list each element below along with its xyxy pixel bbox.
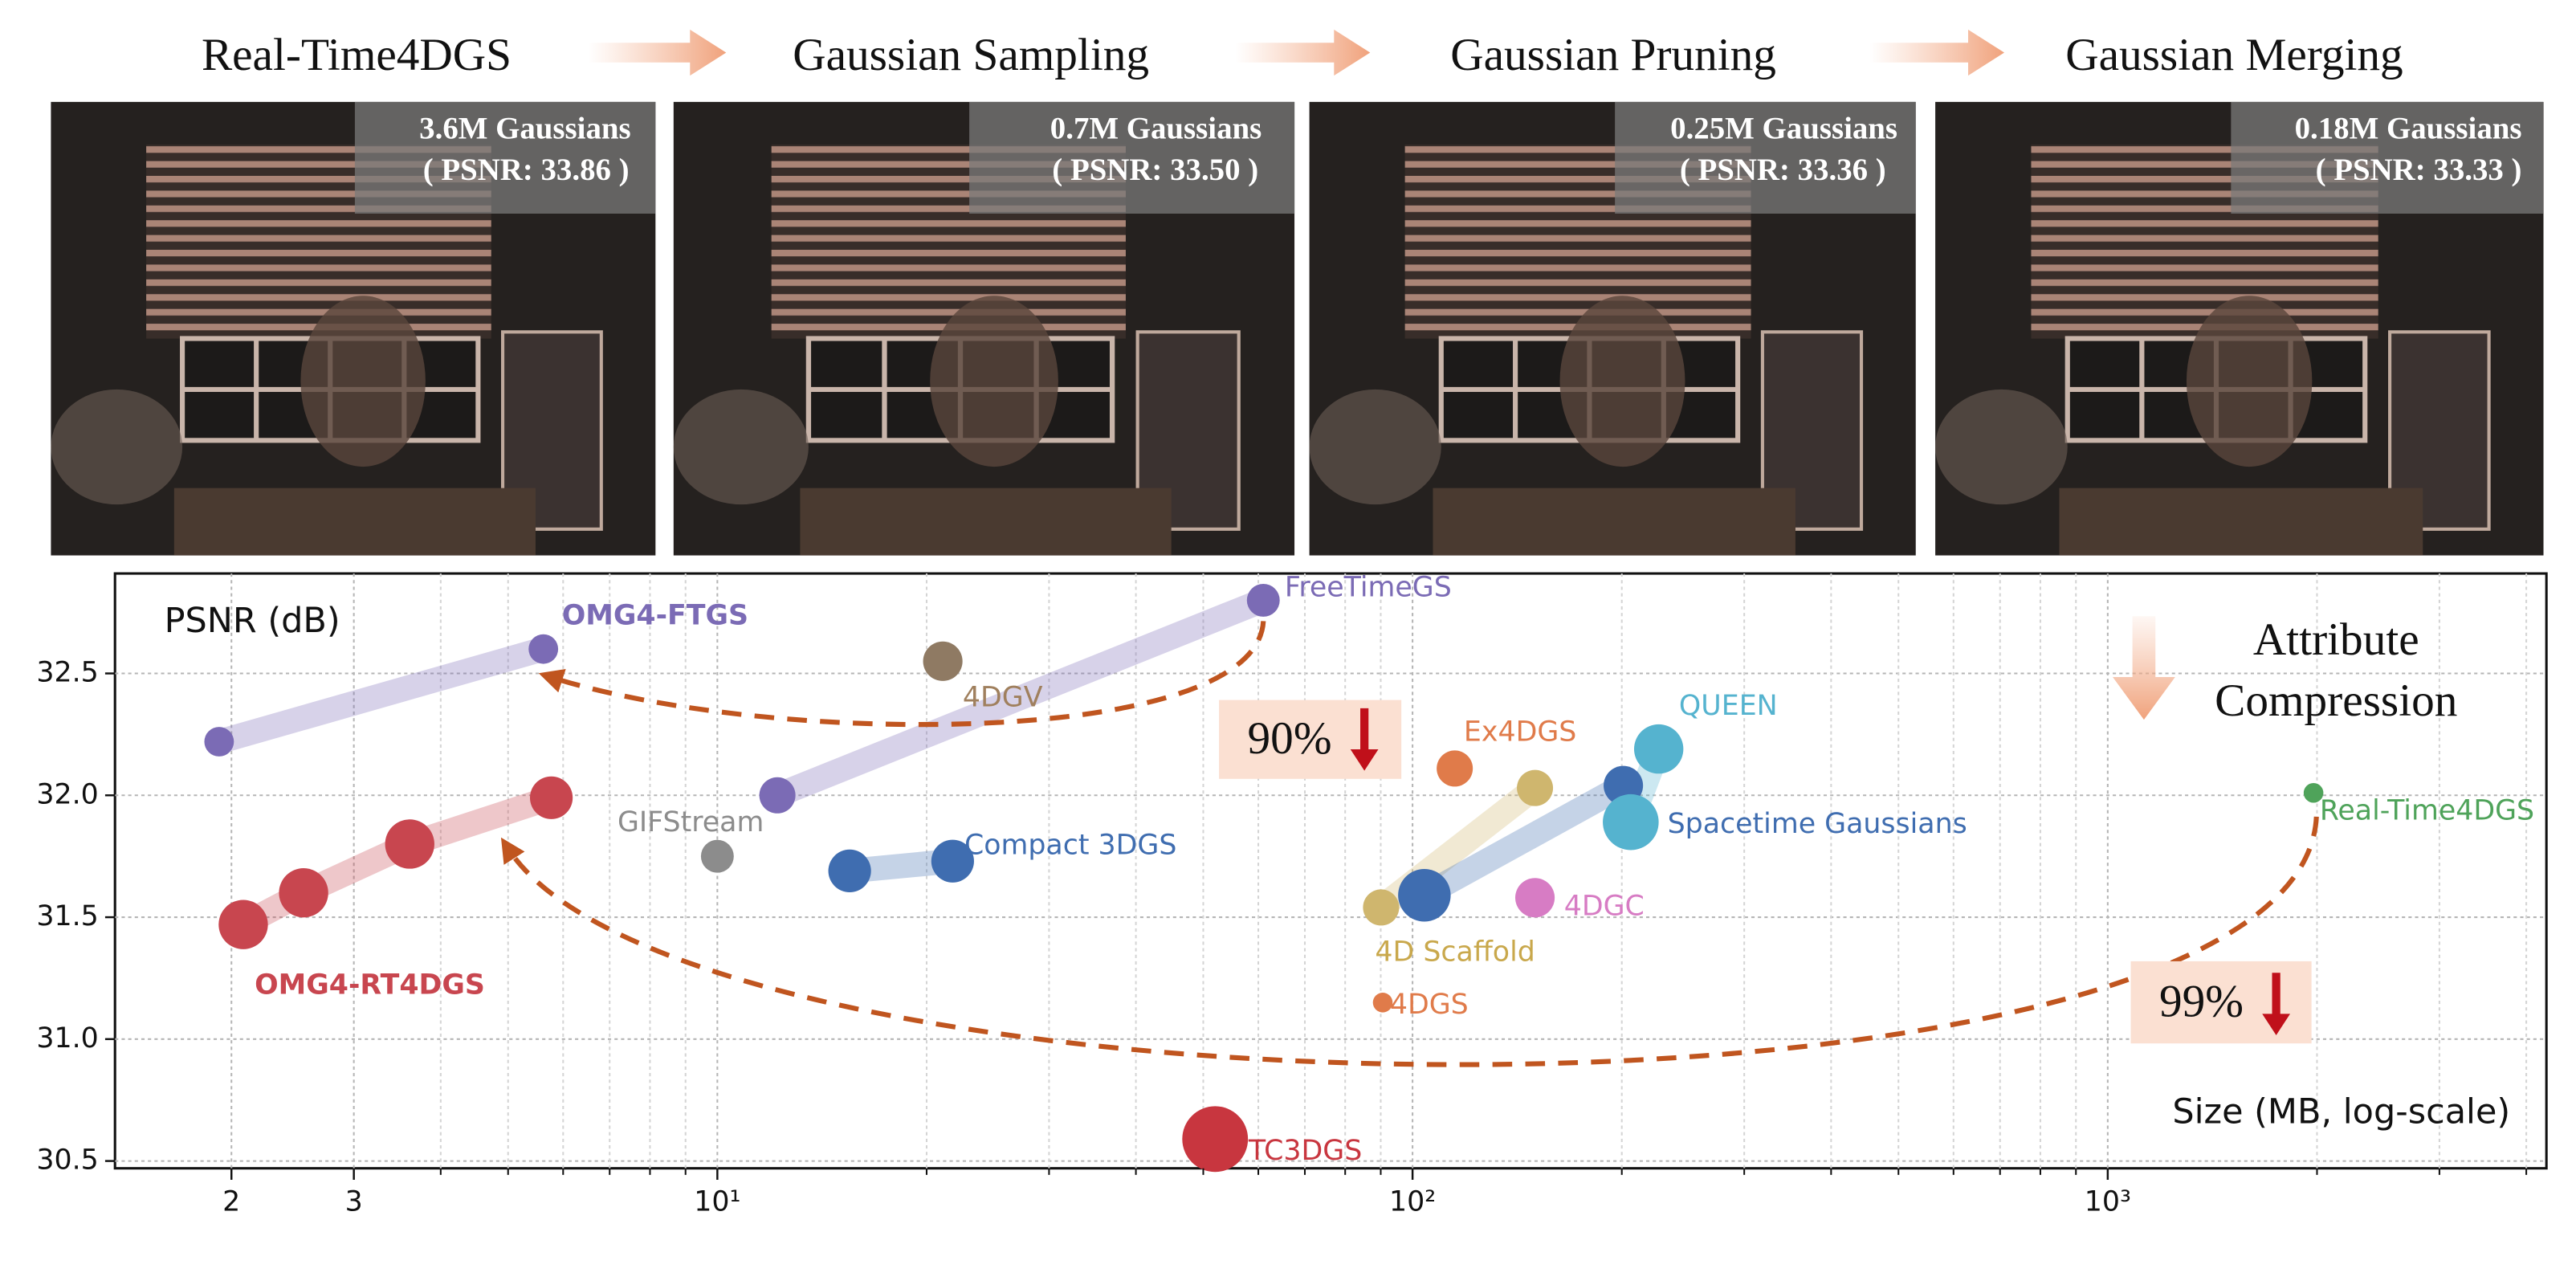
point — [1363, 889, 1400, 926]
stage-title: Gaussian Merging — [2065, 30, 2403, 80]
down-arrow — [2113, 616, 2175, 720]
x-tick-label: 10¹ — [694, 1186, 740, 1218]
point — [385, 819, 434, 869]
series-label: 4DGS — [1390, 989, 1469, 1021]
series-label: FreeTimeGS — [1285, 571, 1452, 603]
stage-title: Real-Time4DGS — [202, 30, 512, 80]
reduction-box — [2130, 961, 2312, 1044]
point — [1603, 793, 1659, 851]
point — [931, 839, 974, 883]
stage-title: Gaussian Pruning — [1450, 30, 1776, 80]
point — [204, 727, 234, 757]
psnr-label: ( PSNR: 33.86 ) — [423, 153, 630, 187]
series-label: OMG4-FTGS — [562, 599, 748, 631]
arrow — [1235, 29, 1371, 76]
arrow — [1869, 29, 2005, 76]
psnr-label: ( PSNR: 33.36 ) — [1680, 153, 1886, 187]
series-connector — [230, 785, 564, 937]
gaussian-count: 0.7M Gaussians — [1050, 112, 1262, 146]
y-tick-label: 32.0 — [36, 778, 98, 810]
point — [700, 839, 734, 873]
down-arrow — [1350, 708, 1379, 771]
arrow — [538, 621, 1266, 728]
y-axis-label: PSNR (dB) — [165, 601, 340, 641]
overlay-box — [969, 101, 1295, 214]
x-axis-label: Size (MB, log-scale) — [2172, 1092, 2510, 1132]
point — [528, 634, 559, 664]
series-label: OMG4-RT4DGS — [255, 969, 485, 1001]
gaussian-count: 0.25M Gaussians — [1670, 112, 1897, 146]
point — [759, 777, 796, 814]
annotations: 90% 99% Attribute Compression PSNR (dB) … — [165, 601, 2511, 1132]
reduction-label: 99% — [2159, 976, 2244, 1026]
ticks: 30.5 31.0 31.5 32.0 32.5 2 3 10¹ 10² 10³ — [36, 657, 2528, 1218]
point — [1398, 869, 1451, 922]
y-tick-label: 30.5 — [36, 1144, 98, 1177]
arrow — [500, 816, 2319, 1067]
point — [218, 900, 268, 949]
point — [1437, 750, 1473, 787]
points — [204, 584, 2324, 1173]
reduction-box — [1219, 700, 1402, 779]
overlay-box — [354, 101, 656, 214]
gaussian-count: 0.18M Gaussians — [2295, 112, 2522, 146]
grid — [115, 573, 2547, 1169]
connectors — [206, 588, 1672, 937]
series-connector — [1412, 773, 1636, 908]
series-label: Spacetime Gaussians — [1668, 808, 1967, 840]
series-label: QUEEN — [1679, 690, 1778, 722]
x-tick-label: 10² — [1389, 1186, 1436, 1218]
arrow — [588, 29, 727, 76]
series-connector — [764, 588, 1276, 808]
point — [1515, 878, 1555, 918]
series-label: Compact 3DGS — [964, 830, 1176, 862]
gaussian-count: 3.6M Gaussians — [419, 112, 630, 146]
overlay-box — [1615, 101, 1916, 214]
point — [529, 776, 573, 819]
series-label: 4DGV — [963, 682, 1043, 714]
pipeline: Real-Time4DGS Gaussian Sampling Gaussian… — [51, 30, 2543, 556]
point — [1372, 993, 1393, 1013]
series-label: Ex4DGS — [1464, 716, 1576, 749]
x-tick-label: 10³ — [2085, 1186, 2131, 1218]
series-label: 4DGC — [1564, 890, 1645, 922]
y-tick-label: 31.5 — [36, 900, 98, 932]
overlay-box — [2231, 101, 2544, 214]
psnr-label: ( PSNR: 33.33 ) — [2316, 153, 2522, 187]
point — [828, 849, 871, 892]
series-label: TC3DGS — [1248, 1135, 1362, 1167]
y-tick-label: 31.0 — [36, 1022, 98, 1055]
psnr-label: ( PSNR: 33.50 ) — [1052, 153, 1258, 187]
series-connector — [206, 636, 556, 754]
x-tick-label: 2 — [222, 1186, 240, 1218]
series-labels: OMG4-FTGS OMG4-RT4DGS FreeTimeGS 4DGV GIFStr… — [255, 571, 2534, 1167]
point — [1182, 1106, 1249, 1173]
stage-arrows — [588, 29, 2005, 76]
stage-title: Gaussian Sampling — [793, 30, 1149, 80]
series-label: Real-Time4DGS — [2320, 795, 2534, 827]
x-tick-label: 3 — [345, 1186, 363, 1218]
y-tick-label: 32.5 — [36, 657, 98, 689]
point — [1517, 769, 1554, 806]
point — [279, 868, 328, 918]
point — [923, 641, 963, 681]
point — [1246, 584, 1280, 617]
point — [1633, 724, 1684, 774]
reduction-label: 90% — [1248, 713, 1332, 764]
annotation: Attribute — [2253, 614, 2419, 665]
series-label: GIFStream — [618, 806, 764, 838]
series-label: 4D Scaffold — [1375, 936, 1535, 969]
point — [2303, 782, 2324, 803]
down-arrow — [2262, 973, 2291, 1035]
annotation: Compression — [2215, 675, 2457, 726]
